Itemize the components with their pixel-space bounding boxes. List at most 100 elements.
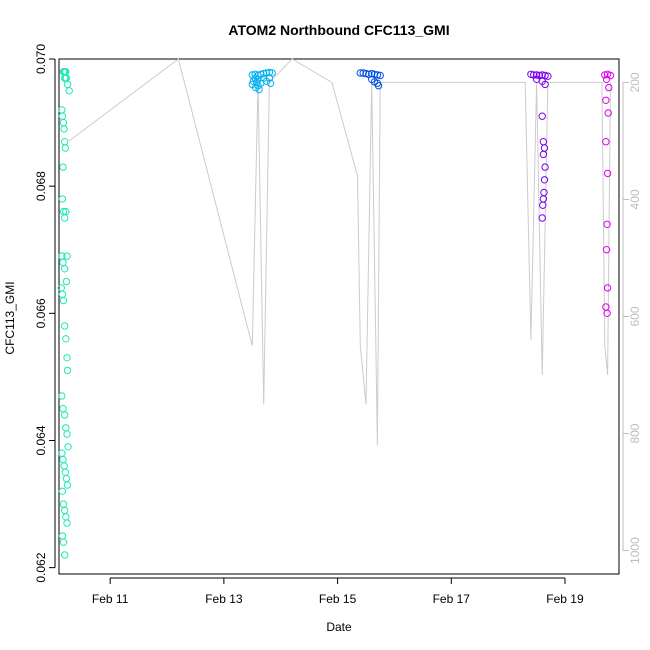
data-point (60, 265, 69, 273)
data-point (602, 75, 611, 84)
data-point (62, 207, 70, 216)
data-point (58, 487, 67, 495)
y-axis-left: 0.062 0.064 0.066 0.068 0.070 (34, 44, 56, 583)
data-point (539, 201, 547, 209)
data-point (60, 125, 68, 133)
y-tick-label: 0.064 (34, 425, 48, 455)
data-point (539, 150, 548, 159)
data-point (62, 277, 71, 286)
data-point (376, 71, 384, 80)
right-tick-label: 400 (628, 189, 642, 209)
data-point (604, 109, 612, 117)
data-point (60, 506, 69, 515)
right-tick-label: 1000 (628, 537, 642, 564)
data-point (602, 96, 610, 105)
y-tick-label: 0.066 (34, 298, 48, 328)
data-point (63, 430, 71, 438)
x-tick-label: Feb 19 (546, 592, 584, 606)
data-point (60, 138, 69, 146)
data-point (255, 85, 263, 94)
data-point (59, 455, 67, 464)
data-point (603, 169, 612, 178)
data-point (58, 112, 67, 120)
data-point (58, 392, 66, 400)
data-point (59, 296, 68, 305)
y-axis-label: CFC113_GMI (3, 281, 17, 354)
x-axis: Feb 11 Feb 13 Feb 15 Feb 17 Feb 19 (92, 577, 584, 606)
data-point (59, 405, 67, 413)
data-point (64, 443, 72, 451)
data-point (253, 78, 261, 87)
data-point (58, 195, 67, 203)
data-point (61, 144, 70, 152)
altitude-line (68, 58, 611, 446)
data-point (65, 87, 73, 95)
data-point (60, 214, 69, 222)
data-point (356, 69, 364, 77)
data-point (58, 290, 67, 298)
data-point (532, 71, 541, 79)
x-tick-label: Feb 13 (205, 592, 243, 606)
altitude-line-layer (68, 58, 611, 446)
data-point (540, 176, 549, 184)
data-point (59, 500, 68, 508)
data-point (603, 309, 611, 317)
data-point (544, 72, 552, 80)
data-point (266, 79, 275, 87)
data-point (63, 481, 72, 489)
data-point (58, 449, 66, 457)
y-axis-right: 200 400 600 800 1000 (622, 72, 642, 564)
x-axis-label: Date (326, 620, 352, 634)
data-point (362, 69, 370, 78)
x-tick-label: Feb 17 (433, 592, 471, 606)
data-point (373, 71, 382, 79)
data-point (63, 366, 72, 375)
chart-title: ATOM2 Northbound CFC113_GMI (228, 22, 449, 38)
right-tick-label: 800 (628, 423, 642, 443)
data-point (602, 138, 610, 146)
y-tick-label: 0.062 (34, 552, 48, 582)
data-point (254, 82, 262, 90)
data-point (538, 214, 546, 222)
plot-frame (58, 58, 620, 575)
data-point (603, 220, 611, 229)
data-point (541, 163, 549, 171)
data-point (265, 68, 274, 77)
data-point (249, 77, 258, 86)
right-tick-label: 600 (628, 306, 642, 326)
data-point (60, 551, 69, 559)
data-point (262, 77, 271, 86)
right-tick-label: 200 (628, 72, 642, 92)
data-point (63, 354, 71, 362)
data-point (260, 69, 268, 78)
data-point (602, 246, 611, 254)
data-point (59, 163, 67, 171)
data-point (59, 258, 67, 267)
data-point (62, 335, 70, 343)
data-point (527, 70, 535, 79)
data-point (538, 112, 546, 120)
data-point (60, 322, 69, 330)
data-point (601, 71, 609, 79)
data-point (58, 532, 67, 540)
data-point (606, 71, 615, 80)
data-point (61, 468, 70, 476)
data-point (605, 83, 613, 92)
data-point (63, 252, 71, 260)
data-point (62, 474, 71, 483)
data-point (59, 538, 68, 546)
data-point (63, 80, 72, 89)
data-point (60, 411, 69, 419)
data-points-layer (57, 68, 615, 559)
data-point (63, 519, 71, 527)
y-tick-label: 0.070 (34, 44, 48, 74)
data-point (603, 284, 612, 292)
x-tick-label: Feb 15 (319, 592, 357, 606)
x-tick-label: Feb 11 (92, 592, 129, 606)
data-point (60, 462, 68, 470)
data-point (359, 69, 367, 77)
data-point (58, 106, 66, 114)
data-point (62, 424, 70, 432)
data-point (59, 118, 68, 127)
